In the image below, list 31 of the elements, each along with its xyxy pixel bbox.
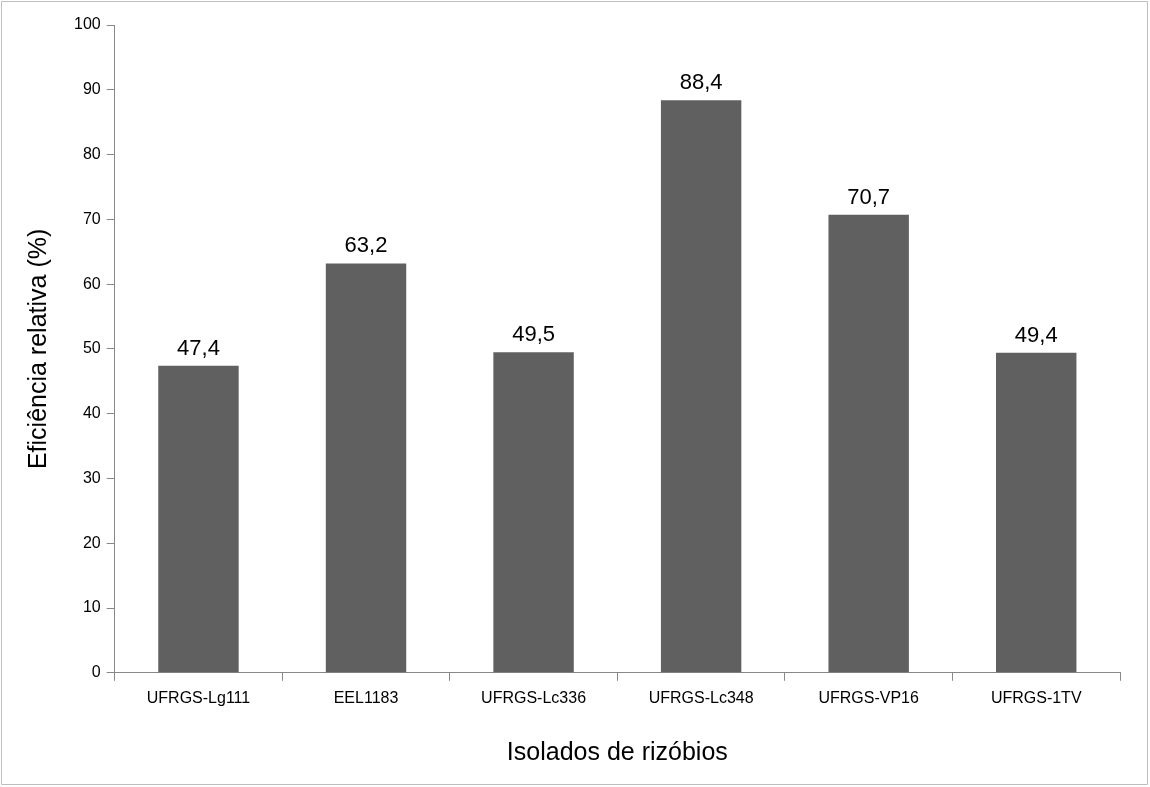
x-tick-label: EEL1183 <box>333 688 399 706</box>
data-label: 63,2 <box>344 232 388 258</box>
y-tick-label: 90 <box>82 80 101 98</box>
y-tick-label: 30 <box>82 468 101 486</box>
data-label: 70,7 <box>847 183 891 209</box>
x-tick-label: UFRGS-VP16 <box>818 688 920 706</box>
bar <box>828 214 909 673</box>
y-tick-label: 0 <box>91 663 101 681</box>
bar <box>660 100 742 673</box>
y-tick-label: 60 <box>82 274 101 292</box>
y-tick-label: 50 <box>82 339 101 357</box>
data-label: 47,4 <box>177 334 220 360</box>
bar <box>325 263 407 673</box>
y-tick-label: 20 <box>82 533 101 551</box>
x-tick-label: UFRGS-Lg111 <box>146 688 251 706</box>
y-tick-label: 100 <box>73 15 101 33</box>
x-tick-label: UFRGS-Lc336 <box>481 688 587 706</box>
y-tick-label: 80 <box>82 144 101 162</box>
bar <box>996 352 1077 673</box>
y-tick-label: 10 <box>82 598 101 616</box>
x-axis-title: Isolados de rizóbios <box>506 736 728 765</box>
data-label: 49,5 <box>512 321 555 347</box>
y-tick-label: 40 <box>82 404 101 422</box>
x-tick-label: UFRGS-Lc348 <box>648 688 754 706</box>
x-tick-label: UFRGS-1TV <box>990 688 1082 706</box>
data-label: 49,4 <box>1014 321 1058 347</box>
data-label: 88,4 <box>679 69 723 95</box>
y-tick-label: 70 <box>82 209 101 227</box>
bar <box>493 352 574 673</box>
y-axis-title: Eficiência relativa (%) <box>22 228 51 470</box>
bar <box>158 365 239 673</box>
